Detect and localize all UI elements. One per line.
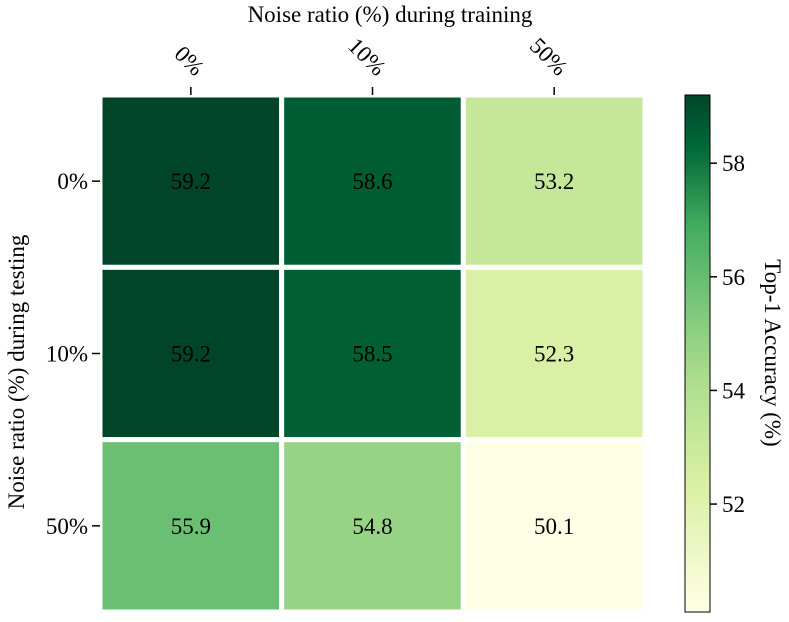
x-tick-label: 0% [170,41,209,80]
heatmap-cell [97,437,285,615]
x-tick-label: 10% [343,33,390,80]
colorbar [684,94,711,613]
colorbar-tick-label: 52 [722,492,745,517]
x-tick-labels: 0% 10% 50% [170,33,572,95]
heatmap-cells: 59.2 58.6 53.2 59.2 58.5 52.3 55.9 54.8 50.1 [97,92,648,615]
cell-value-label: 50.1 [534,514,574,539]
x-tick-label: 50% [525,33,572,80]
y-tick-label: 0% [57,169,88,194]
cell-value-label: 55.9 [171,514,211,539]
y-axis-title: Noise ratio (%) during testing [4,234,29,509]
cell-value-label: 59.2 [171,342,211,367]
heatmap-cell [460,264,648,443]
cell-value-label: 53.2 [534,169,574,194]
heatmap-cell [279,92,466,270]
colorbar-tick-label: 54 [722,378,746,403]
y-tick-label: 50% [46,514,88,539]
colorbar-ticks: 52 54 56 58 [710,151,746,517]
colorbar-tick-label: 56 [722,265,745,290]
heatmap-cell [460,437,648,615]
cell-value-label: 59.2 [171,169,211,194]
cell-value-label: 52.3 [534,342,574,367]
y-tick-labels: 0% 10% 50% [46,169,100,539]
colorbar-title: Top-1 Accuracy (%) [760,259,785,446]
heatmap-cell [279,437,466,615]
x-axis-title: Noise ratio (%) during training [248,2,533,27]
cell-value-label: 58.6 [352,169,392,194]
cell-value-label: 58.5 [352,342,392,367]
y-tick-label: 10% [46,342,88,367]
cell-value-label: 54.8 [352,514,392,539]
colorbar-tick-label: 58 [722,151,745,176]
